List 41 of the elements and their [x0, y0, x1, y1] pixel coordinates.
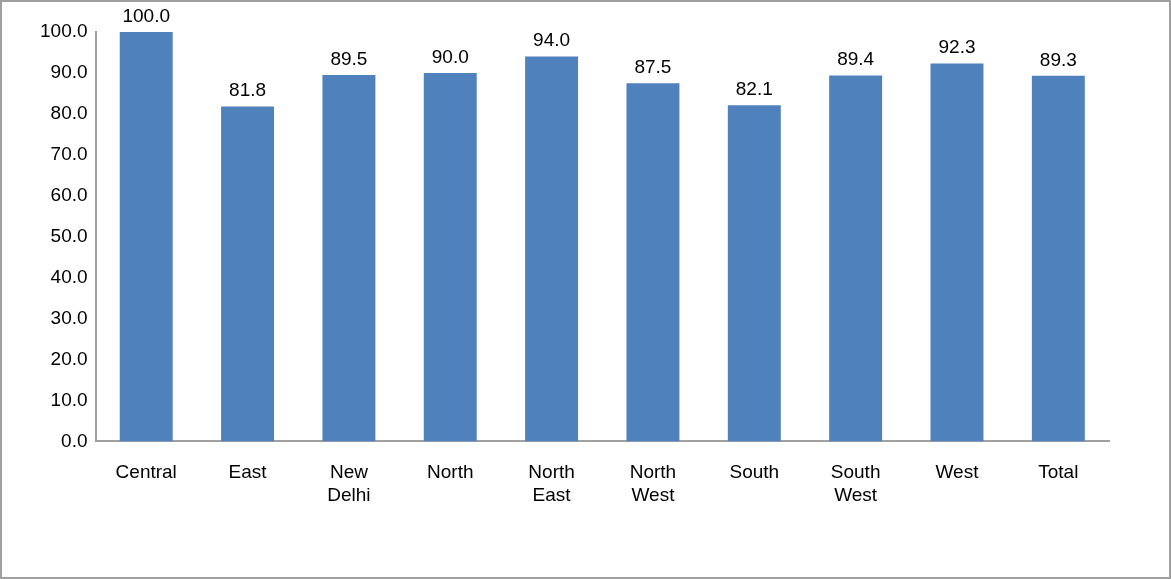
data-label: 100.0 [122, 4, 170, 26]
x-tick-label: West [935, 461, 980, 483]
y-tick-label: 20.0 [50, 347, 88, 369]
y-tick-label: 100.0 [40, 20, 88, 42]
data-label: 94.0 [533, 29, 571, 51]
bar [930, 63, 984, 442]
bar [322, 74, 376, 442]
x-tick-label: North West [629, 461, 677, 505]
y-tick-label: 70.0 [50, 143, 88, 165]
x-tick-label: North East [528, 461, 575, 505]
x-tick-label: South [729, 461, 780, 483]
data-label: 90.0 [431, 45, 469, 67]
y-tick-label: 0.0 [61, 429, 88, 451]
data-label: 89.4 [837, 48, 875, 70]
x-tick-label: Total [1038, 461, 1079, 483]
data-label: 89.5 [330, 47, 368, 69]
bar [727, 105, 781, 442]
x-tick-label: New Delhi [327, 461, 371, 505]
data-label: 82.1 [735, 78, 773, 100]
bar [119, 32, 173, 442]
y-tick-label: 10.0 [50, 388, 88, 410]
x-tick-label: Central [115, 461, 177, 483]
y-tick-label: 40.0 [50, 265, 88, 287]
data-label: 87.5 [634, 55, 672, 77]
x-tick-label: North [427, 461, 474, 483]
y-tick-label: 60.0 [50, 183, 88, 205]
data-label: 89.3 [1039, 48, 1077, 70]
data-label: 92.3 [938, 36, 976, 58]
y-tick-label: 50.0 [50, 224, 88, 246]
y-tick-label: 30.0 [50, 306, 88, 328]
bar [221, 106, 275, 442]
data-label: 81.8 [229, 79, 267, 101]
bar [1031, 75, 1085, 442]
x-tick-label: East [228, 461, 268, 483]
bar [829, 75, 883, 442]
bar [626, 83, 680, 442]
bar [525, 56, 579, 442]
x-tick-label: South West [830, 461, 881, 505]
y-tick-label: 90.0 [50, 61, 88, 83]
bar [423, 72, 477, 442]
y-tick-label: 80.0 [50, 102, 88, 124]
